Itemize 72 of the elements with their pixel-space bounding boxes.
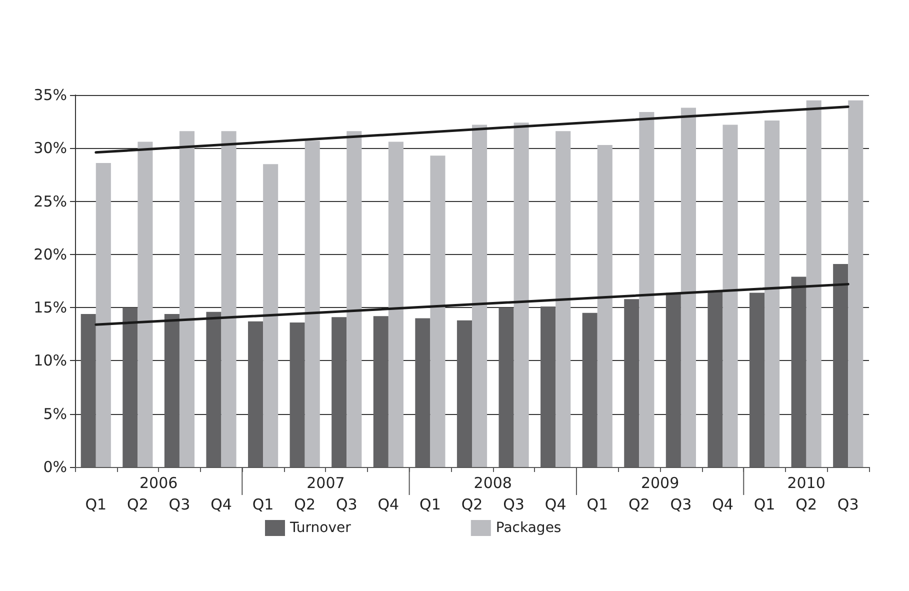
bar [666,292,681,467]
bar [540,306,556,467]
x-tick-label: Q3 [503,496,524,514]
x-tick-label: Q1 [85,496,107,514]
bar [833,264,848,467]
text: 2010 [787,474,826,492]
bar [582,312,598,467]
bar [206,312,222,467]
bar [388,142,404,467]
bar [80,314,96,467]
x-tick-label: Q2 [461,496,483,514]
bar [498,308,514,467]
x-tick-label: Q3 [336,496,358,514]
x-tick-label: Q1 [586,496,608,514]
bar [346,131,362,467]
bar [122,308,138,467]
legend-label: Packages [496,520,562,536]
bar [415,318,430,467]
bar [472,124,488,467]
y-tick-label: 20% [34,245,67,264]
bar [764,120,780,467]
y-tick-label: 10% [34,352,67,370]
bar [304,140,320,467]
y-tick-label: 30% [34,139,67,158]
bar [639,112,654,467]
x-tick-label: Q4 [544,496,566,514]
x-tick-label: Q2 [628,496,650,514]
text: 2007 [306,474,345,492]
bar [514,122,529,467]
bar [263,164,278,467]
bar [806,100,822,467]
text: 2006 [139,474,178,492]
x-tick-label: Q2 [294,496,316,514]
y-tick-label: 5% [43,404,67,423]
bar [680,108,696,467]
bar [138,142,153,467]
y-tick-label: 25% [34,192,67,210]
x-tick-label: Q3 [168,496,190,514]
text: 2008 [474,474,512,492]
bar [722,124,738,467]
bar [164,314,180,467]
x-tick-label: Q4 [210,496,232,514]
x-tick-label: Q2 [796,496,817,514]
bar [708,292,723,467]
x-tick-label: Q2 [127,496,148,514]
bar [791,276,806,467]
bar [430,156,446,467]
x-tick-label: Q1 [754,496,776,514]
bar [749,292,765,467]
bar [624,299,640,467]
y-tick-label: 0% [43,458,67,476]
bar [373,316,388,467]
bar [248,321,264,467]
y-tick-label: 15% [34,298,67,317]
bar [290,322,305,467]
x-tick-label: Q3 [837,496,859,514]
x-tick-label: Q1 [252,496,274,514]
bar [597,144,612,467]
x-tick-label: Q3 [670,496,692,514]
x-tick-label: Q1 [420,496,441,514]
x-tick-label: Q4 [712,496,734,514]
bar [848,100,864,467]
bar [332,317,347,467]
bar [96,163,111,467]
bar [179,131,195,467]
text: 2009 [640,474,680,492]
y-tick-label: 35% [34,86,67,104]
x-tick-label: Q4 [378,496,400,514]
legend-label: Turnover [289,520,352,536]
bar [556,131,571,467]
bar [221,131,236,467]
bar [456,320,472,467]
